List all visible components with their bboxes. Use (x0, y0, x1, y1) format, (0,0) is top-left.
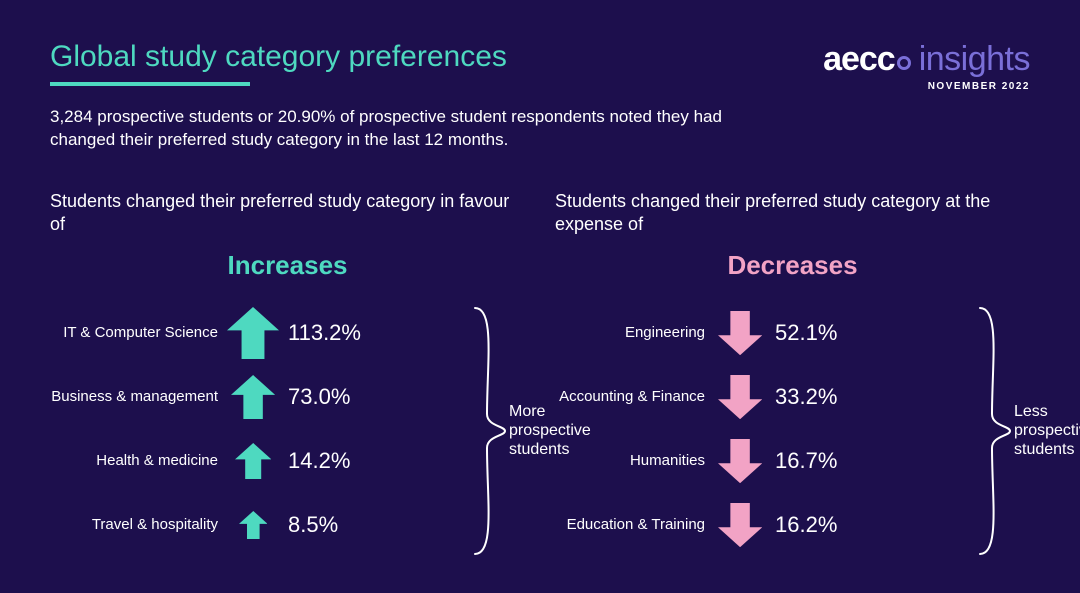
brand-date: NOVEMBER 2022 (823, 81, 1030, 92)
value-label: 16.7% (775, 448, 865, 474)
decreases-summary: Less prospective students (1014, 402, 1080, 460)
title-block: Global study category preferences 3,284 … (50, 40, 730, 152)
data-row: Health & medicine 14.2% (50, 431, 465, 491)
arrow-up-icon (227, 307, 279, 359)
value-label: 73.0% (288, 384, 378, 410)
arrow-down-icon (718, 311, 762, 355)
increases-column: Students changed their preferred study c… (50, 190, 525, 559)
increases-brace: More prospective students (465, 303, 525, 559)
value-label: 33.2% (775, 384, 865, 410)
data-row: Business & management 73.0% (50, 367, 465, 427)
increases-rows-wrap: IT & Computer Science 113.2%Business & m… (50, 303, 525, 559)
arrow-slot (218, 443, 288, 479)
decreases-column: Students changed their preferred study c… (555, 190, 1030, 559)
increases-rows: IT & Computer Science 113.2%Business & m… (50, 303, 465, 559)
data-row: Engineering 52.1% (555, 303, 970, 363)
arrow-slot (705, 503, 775, 547)
arrow-down-icon (718, 439, 762, 483)
brace-icon (974, 303, 1014, 559)
decreases-intro: Students changed their preferred study c… (555, 190, 1030, 240)
arrow-slot (218, 375, 288, 419)
category-label: Health & medicine (50, 452, 218, 469)
arrow-slot (218, 307, 288, 359)
category-label: Engineering (555, 324, 705, 341)
arrow-slot (705, 311, 775, 355)
arrow-slot (705, 375, 775, 419)
arrow-up-icon (231, 375, 275, 419)
arrow-down-icon (718, 503, 762, 547)
data-row: Education & Training 16.2% (555, 495, 970, 555)
title-underline (50, 82, 250, 86)
decreases-brace: Less prospective students (970, 303, 1030, 559)
arrow-up-icon (239, 511, 268, 540)
brand-logo: aecc insights NOVEMBER 2022 (823, 40, 1030, 92)
increases-summary: More prospective students (509, 402, 619, 460)
value-label: 8.5% (288, 512, 378, 538)
value-label: 52.1% (775, 320, 865, 346)
category-label: IT & Computer Science (50, 324, 218, 341)
page-subtitle: 3,284 prospective students or 20.90% of … (50, 106, 730, 152)
page-title: Global study category preferences (50, 40, 730, 74)
value-label: 113.2% (288, 320, 378, 346)
brand-name-a: aecc (823, 40, 913, 79)
brand-dot-icon (897, 56, 911, 70)
arrow-slot (705, 439, 775, 483)
value-label: 16.2% (775, 512, 865, 538)
arrow-down-icon (718, 375, 762, 419)
category-label: Business & management (50, 388, 218, 405)
brand-name-b: insights (919, 40, 1030, 79)
brace-icon (469, 303, 509, 559)
arrow-up-icon (235, 443, 271, 479)
increases-label: Increases (50, 250, 525, 281)
decreases-rows-wrap: Engineering 52.1%Accounting & Finance 33… (555, 303, 1030, 559)
category-label: Travel & hospitality (50, 516, 218, 533)
data-row: Travel & hospitality 8.5% (50, 495, 465, 555)
data-row: IT & Computer Science 113.2% (50, 303, 465, 363)
category-label: Education & Training (555, 516, 705, 533)
brand-logo-row: aecc insights (823, 40, 1030, 79)
value-label: 14.2% (288, 448, 378, 474)
increases-intro: Students changed their preferred study c… (50, 190, 525, 240)
arrow-slot (218, 511, 288, 540)
brand-name-a-text: aecc (823, 40, 895, 79)
header: Global study category preferences 3,284 … (50, 40, 1030, 152)
decreases-label: Decreases (555, 250, 1030, 281)
columns: Students changed their preferred study c… (50, 190, 1030, 559)
